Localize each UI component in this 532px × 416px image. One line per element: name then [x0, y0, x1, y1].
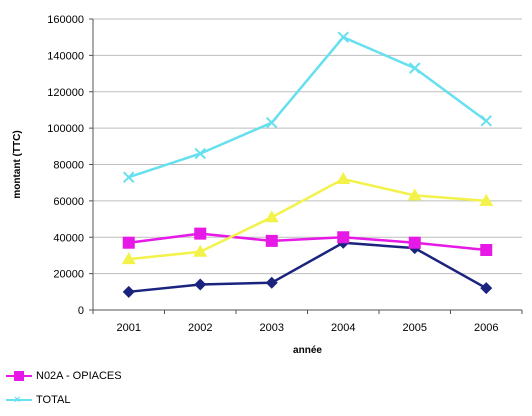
data-point [122, 285, 135, 298]
y-tick-label: 60000 [53, 196, 84, 208]
data-point [480, 282, 493, 295]
legend-label: N02A - OPIACES [36, 370, 122, 382]
data-point [194, 278, 207, 291]
y-tick-labels: 0 20000 40000 60000 80000 100000 120000 140000 1… [47, 14, 84, 317]
data-point [121, 252, 136, 265]
data-point [408, 236, 421, 249]
series-line [128, 241, 487, 294]
y-axis-label: montant (TTC) [12, 130, 23, 198]
data-point [194, 227, 207, 240]
series-group [121, 31, 494, 298]
x-tick-label: 2001 [117, 322, 141, 334]
data-point [122, 236, 135, 249]
x-tick-label: 2004 [331, 322, 355, 334]
data-point [479, 193, 494, 206]
x-tick-label: 2003 [260, 322, 284, 334]
data-point [336, 172, 351, 185]
legend: N02A - OPIACES × TOTAL [6, 368, 122, 416]
x-axis-label: année [293, 345, 322, 356]
data-point [480, 243, 493, 256]
series-0 [122, 236, 493, 298]
y-tick-label: 0 [78, 305, 84, 317]
legend-item: × TOTAL [6, 392, 122, 408]
data-point [337, 31, 349, 43]
legend-swatch [6, 370, 32, 382]
y-tick-label: 20000 [53, 269, 84, 281]
x-tick-labels: 2001 2002 2003 2004 2005 2006 [117, 322, 499, 334]
data-point [480, 115, 492, 127]
series-2 [121, 172, 494, 265]
data-point [265, 234, 278, 247]
data-point [123, 171, 135, 183]
y-tick-label: 40000 [53, 232, 84, 244]
series-1 [122, 227, 493, 256]
legend-swatch: × [6, 394, 32, 406]
data-point [265, 276, 278, 289]
series-line [128, 35, 487, 179]
grid-lines [93, 18, 522, 275]
chart-axes [89, 18, 523, 314]
legend-label: TOTAL [36, 394, 71, 406]
data-point [194, 147, 206, 160]
data-point [337, 231, 350, 244]
series-3 [123, 31, 492, 183]
y-tick-label: 140000 [47, 50, 84, 62]
legend-item: N02A - OPIACES [6, 368, 122, 384]
x-tick-label: 2005 [403, 322, 427, 334]
data-point [264, 210, 279, 223]
y-tick-label: 100000 [47, 123, 84, 135]
series-line [128, 232, 487, 252]
data-point [407, 188, 422, 201]
x-tick-label: 2006 [474, 322, 498, 334]
series-line [128, 177, 487, 261]
y-tick-label: 160000 [47, 14, 84, 26]
data-point [266, 116, 278, 129]
line-chart: 0 20000 40000 60000 80000 100000 120000 140000 1… [12, 14, 523, 356]
y-tick-label: 120000 [47, 87, 84, 99]
data-point [409, 62, 421, 74]
x-tick-label: 2002 [188, 322, 212, 334]
data-point [193, 244, 208, 257]
y-tick-label: 80000 [53, 160, 84, 172]
